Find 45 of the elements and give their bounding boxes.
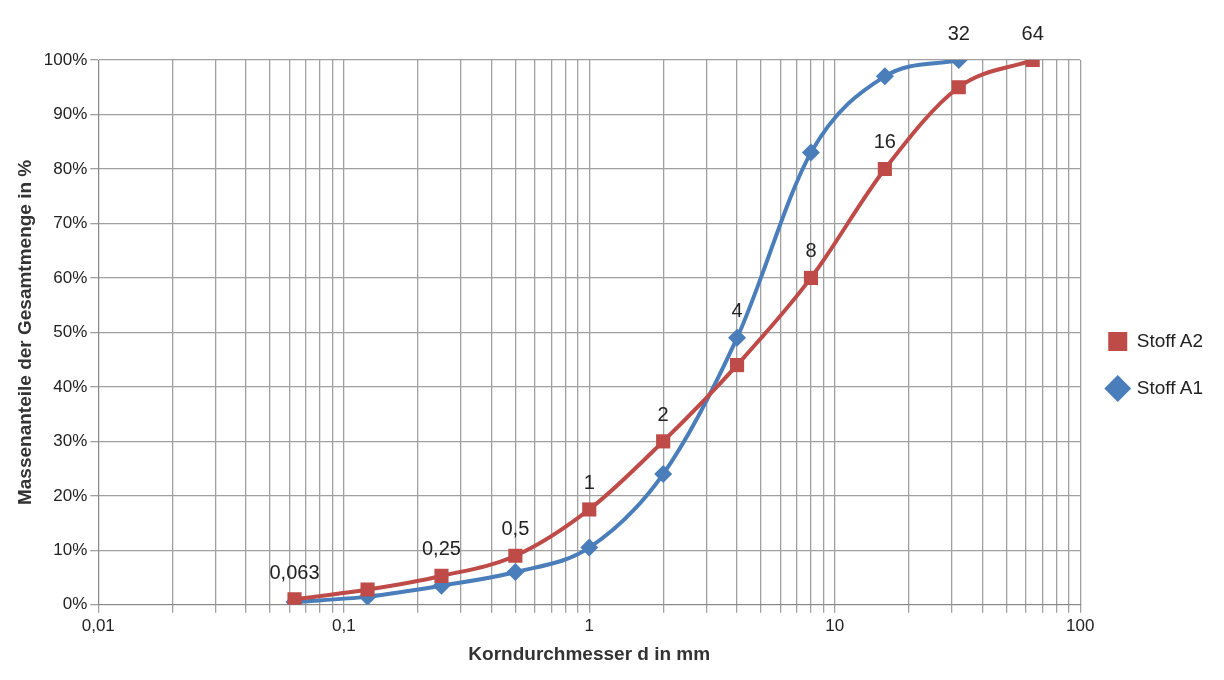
point [656, 434, 671, 449]
point [654, 465, 673, 484]
point [729, 358, 745, 373]
annotation: 64 [1021, 21, 1044, 44]
x-axis-title: Korndurchmesser d in mm [468, 642, 711, 664]
x-tick-label: 0,1 [331, 615, 356, 635]
annotation: 0,5 [501, 517, 530, 540]
x-tick-label: 0,01 [81, 615, 115, 635]
point [801, 143, 820, 162]
point [506, 563, 525, 582]
y-tick-label: 40% [53, 376, 88, 396]
y-tick-label: 90% [53, 104, 88, 124]
point [951, 80, 966, 95]
point [508, 548, 523, 563]
annotation: 1 [583, 470, 595, 493]
annotation: 4 [731, 299, 743, 322]
point [434, 568, 449, 583]
annotation: 8 [805, 239, 817, 262]
y-tick-label: 100% [43, 49, 88, 69]
x-tick-label: 10 [825, 615, 845, 635]
annotation: 32 [947, 21, 970, 44]
annotation: 2 [657, 402, 669, 425]
legend-label: Stoff A2 [1136, 329, 1203, 351]
x-tick-label: 100 [1066, 615, 1095, 635]
point [803, 270, 819, 285]
point [728, 328, 747, 347]
x-tick-label: 1 [584, 615, 594, 635]
annotation: 16 [873, 130, 896, 153]
point [875, 67, 894, 86]
y-tick-label: 60% [53, 267, 88, 287]
y-tick-label: 50% [53, 322, 88, 342]
point [877, 161, 892, 177]
point [580, 538, 599, 557]
y-tick-label: 80% [53, 158, 88, 178]
y-axis-title: Massenanteile der Gesamtmenge in % [13, 159, 35, 506]
legend-label: Stoff A1 [1136, 376, 1203, 398]
y-tick-label: 20% [53, 485, 88, 505]
y-tick-label: 0% [62, 594, 88, 614]
y-tick-label: 10% [53, 540, 88, 560]
annotation: 0,063 [269, 560, 320, 583]
y-tick-label: 70% [53, 213, 88, 233]
y-tick-label: 30% [53, 431, 88, 451]
annotation: 0,25 [421, 537, 461, 560]
point [582, 502, 597, 517]
point [360, 582, 375, 597]
